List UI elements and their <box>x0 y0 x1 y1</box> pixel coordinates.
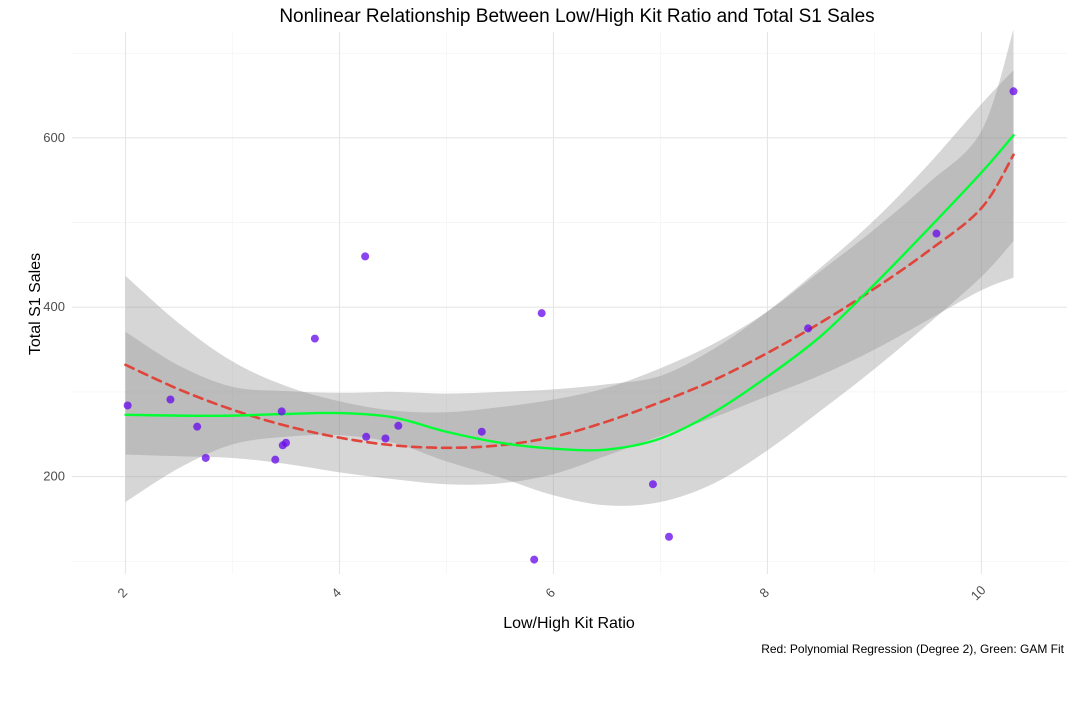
data-point <box>804 324 813 333</box>
data-point <box>932 229 941 238</box>
data-point <box>123 401 132 410</box>
data-point <box>477 427 486 436</box>
polynomial-fit-line <box>124 153 1015 450</box>
data-point <box>361 252 370 261</box>
y-tick-label: 200 <box>43 469 65 484</box>
fit-lines <box>124 134 1015 452</box>
data-point <box>537 309 546 318</box>
caption: Red: Polynomial Regression (Degree 2), G… <box>761 642 1064 656</box>
x-tick-label: 2 <box>114 585 130 601</box>
chart-title: Nonlinear Relationship Between Low/High … <box>279 6 874 27</box>
gam-confidence-band <box>125 70 1014 506</box>
data-point <box>530 555 539 564</box>
data-point <box>281 438 290 447</box>
data-point <box>193 422 202 431</box>
gam-fit-line <box>124 134 1015 452</box>
confidence-bands <box>125 29 1014 506</box>
data-point <box>381 434 390 443</box>
data-point <box>166 395 175 404</box>
data-point <box>648 480 657 489</box>
data-point <box>665 532 673 541</box>
data-points <box>123 87 1018 564</box>
data-point <box>362 432 371 441</box>
y-tick-label: 600 <box>43 130 65 145</box>
data-point <box>271 455 280 464</box>
x-tick-label: 10 <box>968 582 989 603</box>
y-tick-label: 400 <box>43 299 65 314</box>
data-point <box>310 334 319 343</box>
data-point <box>201 453 210 462</box>
x-axis-title: Low/High Kit Ratio <box>503 615 635 632</box>
data-point <box>277 407 286 416</box>
data-point <box>394 421 403 430</box>
data-point <box>1009 87 1018 96</box>
x-tick-label: 4 <box>328 585 344 601</box>
x-tick-label: 8 <box>756 585 772 601</box>
x-tick-label: 6 <box>542 585 558 601</box>
grid-lines <box>72 32 1067 574</box>
polynomial-confidence-band <box>125 29 1014 485</box>
y-axis-title: Total S1 Sales <box>27 253 44 355</box>
